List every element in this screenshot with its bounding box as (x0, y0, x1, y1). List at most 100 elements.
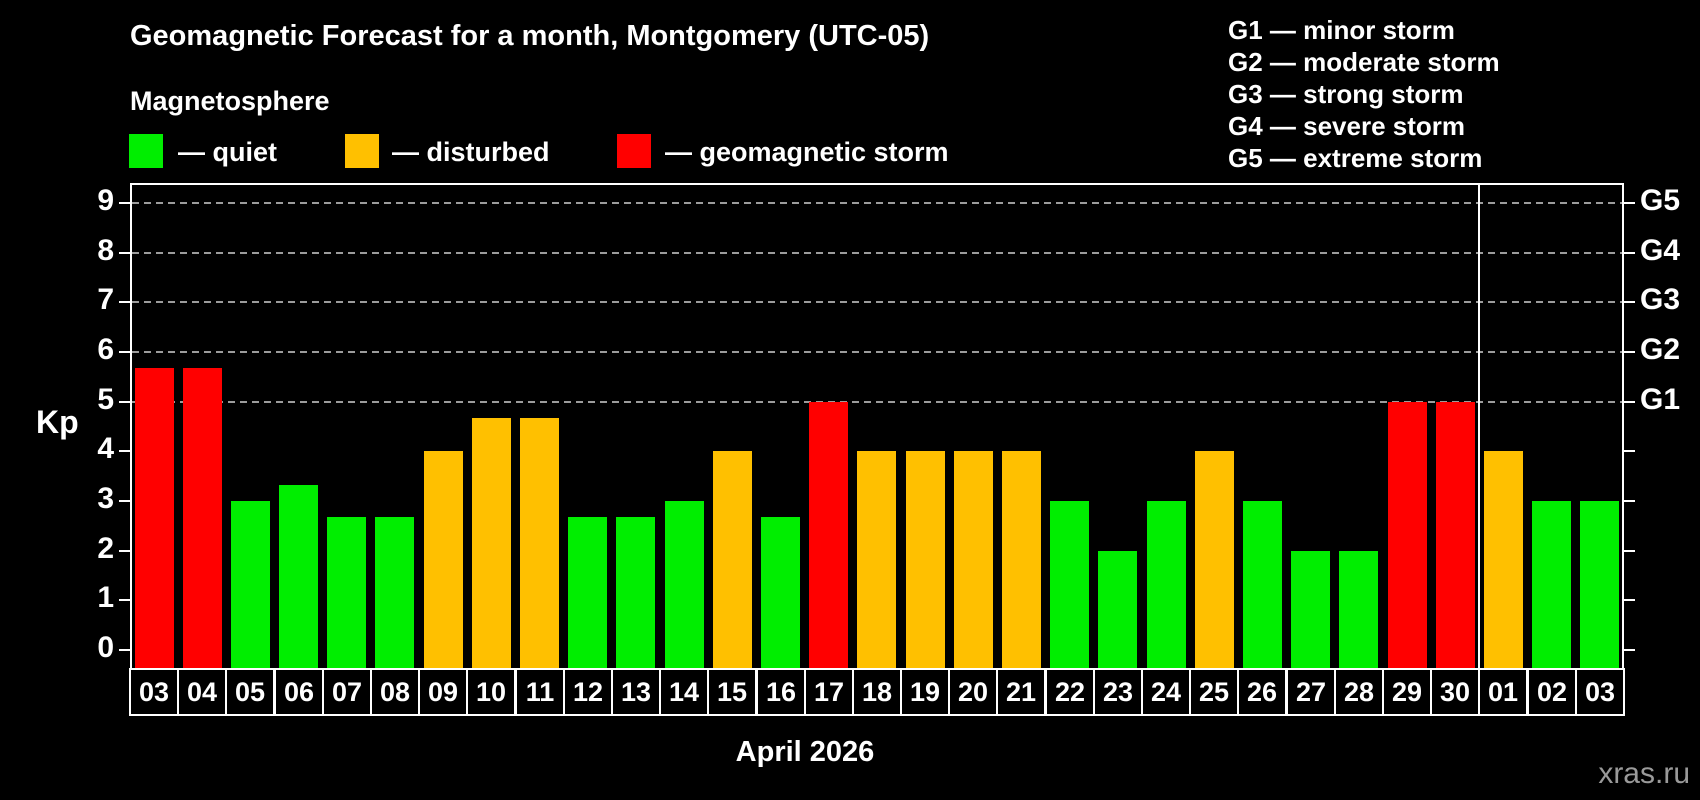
date-cell-11: 11 (515, 668, 565, 716)
kp-bar-16 (761, 517, 800, 668)
gridline-kp8 (132, 252, 1622, 254)
date-cell-25: 25 (1189, 668, 1239, 716)
kp-bar-11 (520, 418, 559, 668)
chart-subtitle: Magnetosphere (130, 86, 330, 116)
kp-bar-12 (568, 517, 607, 668)
watermark: xras.ru (1598, 757, 1690, 790)
kp-bar-28 (1339, 551, 1378, 668)
chart-title: Geomagnetic Forecast for a month, Montgo… (130, 20, 930, 52)
g-legend-line-1: G1 — minor storm (1228, 15, 1455, 45)
g-level-label-G2: G2 (1640, 333, 1681, 366)
x-axis-month-label: April 2026 (735, 736, 875, 768)
plot-border-top (130, 183, 1624, 185)
g-scale-legend: G1 — minor storm G2 — moderate storm G3 … (1228, 14, 1500, 174)
g-level-label-G5: G5 (1640, 184, 1681, 217)
y-tick-label-2: 2 (97, 532, 114, 565)
y-tick-label-6: 6 (97, 333, 114, 366)
kp-bar-03 (1580, 501, 1619, 668)
date-cell-28: 28 (1334, 668, 1384, 716)
y-tick-right-6 (1624, 351, 1635, 353)
kp-bar-03 (135, 368, 174, 668)
gridline-kp6 (132, 351, 1622, 353)
y-tick-right-9 (1624, 202, 1635, 204)
kp-bar-10 (472, 418, 511, 668)
y-tick-left-6 (119, 351, 130, 353)
date-cell-17: 17 (804, 668, 854, 716)
y-tick-left-5 (119, 401, 130, 403)
kp-bar-23 (1098, 551, 1137, 668)
y-tick-left-0 (119, 649, 130, 651)
y-tick-right-2 (1624, 550, 1635, 552)
kp-bar-09 (424, 451, 463, 668)
kp-bar-07 (327, 517, 366, 668)
date-cell-10: 10 (466, 668, 516, 716)
quiet-color-swatch (129, 134, 163, 168)
legend-label-storm: — geomagnetic storm (665, 137, 949, 167)
y-tick-right-1 (1624, 599, 1635, 601)
y-tick-right-3 (1624, 500, 1635, 502)
y-tick-label-7: 7 (97, 283, 114, 316)
gridline-kp5 (132, 401, 1622, 403)
y-tick-right-8 (1624, 252, 1635, 254)
y-tick-left-3 (119, 500, 130, 502)
y-tick-right-7 (1624, 301, 1635, 303)
y-tick-label-3: 3 (97, 482, 114, 515)
kp-bar-01 (1484, 451, 1523, 668)
date-cell-03: 03 (129, 668, 179, 716)
g-legend-line-4: G4 — severe storm (1228, 111, 1466, 141)
kp-bar-30 (1436, 402, 1475, 668)
kp-bar-04 (183, 368, 222, 668)
date-cell-04: 04 (177, 668, 227, 716)
y-tick-label-8: 8 (97, 234, 114, 267)
y-tick-left-2 (119, 550, 130, 552)
y-tick-label-5: 5 (97, 383, 114, 416)
kp-bar-21 (1002, 451, 1041, 668)
kp-bar-05 (231, 501, 270, 668)
kp-bar-06 (279, 485, 318, 668)
g-legend-line-3: G3 — strong storm (1228, 79, 1464, 109)
y-tick-left-1 (119, 599, 130, 601)
kp-bar-27 (1291, 551, 1330, 668)
y-tick-label-0: 0 (97, 631, 114, 664)
date-cell-24: 24 (1141, 668, 1191, 716)
legend-label-quiet: — quiet (178, 137, 277, 167)
y-axis-title: Kp (36, 404, 79, 440)
storm-color-swatch (617, 134, 651, 168)
gridline-kp7 (132, 301, 1622, 303)
g-level-label-G4: G4 (1640, 234, 1681, 267)
kp-bar-14 (665, 501, 704, 668)
date-cell-14: 14 (659, 668, 709, 716)
month-separator-line (1478, 183, 1480, 668)
date-cell-22: 22 (1045, 668, 1095, 716)
y-tick-label-4: 4 (97, 432, 114, 465)
kp-bar-15 (713, 451, 752, 668)
date-cell-30: 30 (1430, 668, 1480, 716)
y-tick-label-9: 9 (97, 184, 114, 217)
date-cell-20: 20 (948, 668, 998, 716)
plot-border-right (1622, 183, 1624, 668)
date-cell-12: 12 (563, 668, 613, 716)
plot-border-left (130, 183, 132, 668)
date-cell-16: 16 (756, 668, 806, 716)
y-tick-right-5 (1624, 401, 1635, 403)
date-cell-13: 13 (611, 668, 661, 716)
kp-bar-13 (616, 517, 655, 668)
y-tick-left-7 (119, 301, 130, 303)
y-tick-left-4 (119, 450, 130, 452)
date-cell-09: 09 (418, 668, 468, 716)
date-cell-21: 21 (996, 668, 1046, 716)
kp-bar-08 (375, 517, 414, 668)
date-cell-26: 26 (1237, 668, 1287, 716)
kp-bar-22 (1050, 501, 1089, 668)
date-cell-07: 07 (322, 668, 372, 716)
y-tick-left-8 (119, 252, 130, 254)
date-cell-02: 02 (1527, 668, 1577, 716)
kp-bar-18 (857, 451, 896, 668)
g-level-label-G3: G3 (1640, 283, 1681, 316)
kp-bar-20 (954, 451, 993, 668)
date-cell-23: 23 (1093, 668, 1143, 716)
kp-bar-17 (809, 402, 848, 668)
kp-bar-24 (1147, 501, 1186, 668)
date-cell-05: 05 (225, 668, 275, 716)
